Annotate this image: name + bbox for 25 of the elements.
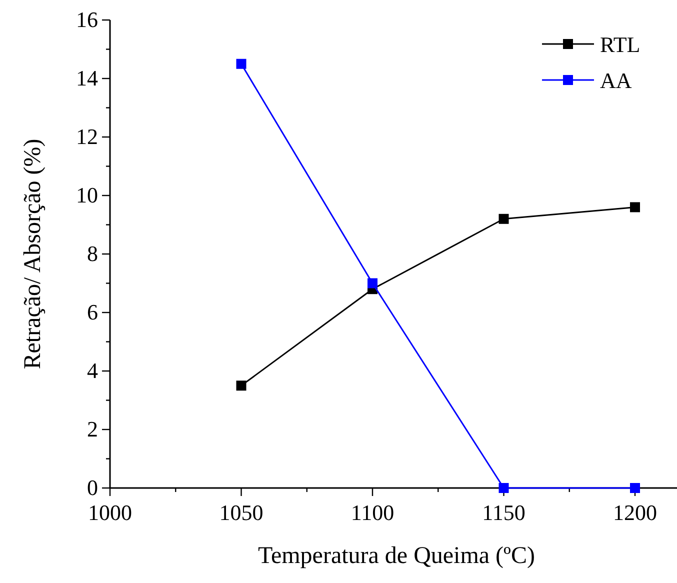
point [630,483,640,493]
point [368,278,378,288]
x-axis-title: Temperatura de Queima (ºC) [258,543,535,569]
y-tick-label: 4 [87,358,98,383]
x-tick-label: 1050 [219,500,264,525]
x-tick-label: 1100 [350,500,394,525]
y-tick-label: 14 [76,66,98,90]
point [498,214,509,224]
y-tick-label: 8 [87,241,98,266]
x-tick-label: 1200 [613,500,657,525]
x-tick-label: 1150 [482,500,526,525]
point [630,202,640,212]
point [236,380,246,391]
y-axis-title: Retração/ Absorção (%) [20,138,46,370]
y-tick-label: 12 [76,124,98,149]
y-tick-label: 10 [76,182,98,208]
legend-label: RTL [600,32,640,57]
x-tick-label: 1000 [88,500,132,525]
legend-label: AA [600,68,632,93]
y-tick-label: 6 [87,300,98,324]
y-tick-label: 16 [76,7,98,32]
y-tick-label: 0 [87,475,98,500]
y-tick-label: 2 [87,416,98,442]
point [498,483,509,493]
point [236,58,246,69]
